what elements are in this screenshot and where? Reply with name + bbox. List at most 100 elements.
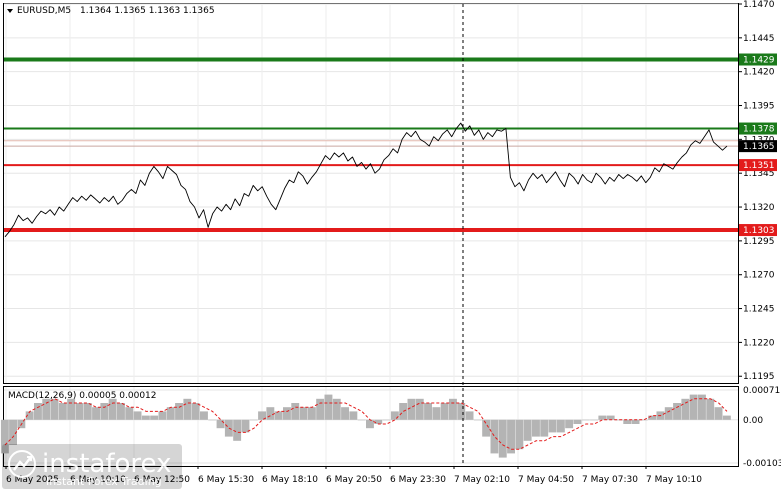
- macd-bar-9: [75, 403, 84, 420]
- macd-bar-60: [498, 419, 507, 458]
- symbol-label: EURUSD,M5: [17, 6, 71, 16]
- macd-bar-0: [0, 419, 9, 454]
- macd-tick-label-0: 0.00071: [743, 386, 780, 396]
- macd-bar-8: [67, 398, 76, 420]
- watermark-logo: instaforex Instant Forex Trading: [2, 444, 182, 489]
- macd-bar-17: [141, 415, 150, 420]
- price-tick-label-8: 1.1270: [743, 271, 775, 281]
- macd-bar-13: [108, 398, 117, 420]
- macd-bar-1: [9, 419, 17, 445]
- macd-tick-label-1: 0.00: [743, 416, 763, 426]
- macd-bar-19: [158, 411, 167, 420]
- time-tick-label-4: 6 May 18:10: [262, 475, 318, 485]
- bid-ask-lines: [4, 140, 738, 147]
- macd-bar-87: [722, 415, 731, 420]
- macd-bar-73: [606, 415, 615, 420]
- main-plot-frame: [3, 3, 739, 384]
- macd-bar-44: [366, 419, 374, 429]
- macd-bar-28: [233, 419, 242, 441]
- price-line: [4, 122, 728, 238]
- level-tag-1.1303: 1.1303: [743, 226, 775, 236]
- macd-bar-48: [399, 403, 408, 420]
- time-tick-label-5: 6 May 20:50: [326, 475, 382, 485]
- macd-bar-41: [341, 407, 349, 420]
- price-tick-label-9: 1.1245: [743, 305, 775, 315]
- macd-bar-77: [639, 419, 648, 421]
- price-tick-label-11: 1.1195: [743, 372, 775, 382]
- macd-bar-39: [324, 394, 333, 420]
- macd-bar-47: [390, 411, 399, 420]
- macd-bar-61: [507, 419, 515, 454]
- macd-bar-71: [590, 419, 598, 421]
- macd-bar-51: [424, 403, 432, 420]
- macd-bar-10: [83, 403, 92, 420]
- macd-bar-42: [349, 411, 358, 420]
- macd-bar-56: [465, 411, 474, 420]
- price-tick-label-6: 1.1320: [743, 203, 775, 213]
- macd-bar-78: [648, 415, 657, 420]
- current-price-tag: 1.1365: [743, 142, 775, 152]
- macd-bar-69: [573, 419, 582, 424]
- macd-bar-29: [241, 419, 250, 433]
- macd-title: MACD(12,26,9) 0.00005 0.00012: [8, 391, 157, 401]
- macd-bar-5: [42, 398, 51, 420]
- macd-bar-58: [482, 419, 491, 437]
- price-series: [4, 122, 728, 238]
- time-tick-label-8: 7 May 04:50: [518, 475, 574, 485]
- macd-bar-49: [407, 398, 416, 420]
- dropdown-triangle-icon[interactable]: [7, 9, 13, 13]
- macd-bar-53: [440, 403, 449, 420]
- macd-bar-67: [556, 419, 565, 433]
- macd-bar-86: [714, 407, 723, 420]
- watermark-brand: instaforex: [42, 449, 171, 479]
- macd-bar-85: [706, 398, 715, 420]
- level-tag-bg-1.1351: [739, 159, 777, 172]
- macd-bar-72: [598, 415, 607, 420]
- macd-bar-18: [150, 415, 159, 420]
- macd-bar-74: [615, 419, 623, 421]
- macd-signal: [4, 398, 728, 450]
- price-tick-label-0: 1.1470: [743, 0, 775, 10]
- macd-histogram: [0, 394, 731, 458]
- macd-axis: 0.00071 0.00 -0.00103: [743, 386, 781, 469]
- level-tag-1.1429: 1.1429: [743, 55, 775, 65]
- macd-bar-55: [457, 403, 466, 420]
- macd-bar-26: [216, 419, 225, 429]
- price-tick-label-5: 1.1345: [743, 169, 775, 179]
- chart-header: EURUSD,M5 1.1364 1.1365 1.1363 1.1365: [7, 6, 215, 16]
- macd-tick-label-2: -0.00103: [743, 459, 781, 469]
- level-tag-1.1351: 1.1351: [743, 161, 775, 171]
- macd-bar-30: [249, 419, 258, 421]
- price-tick-label-7: 1.1295: [743, 237, 775, 247]
- macd-bar-16: [133, 411, 142, 420]
- macd-bar-32: [266, 407, 275, 420]
- macd-bar-3: [25, 411, 34, 420]
- level-tag-bg-1.1303: [739, 224, 777, 237]
- macd-bar-33: [274, 411, 283, 420]
- level-tag-1.1378: 1.1378: [743, 125, 775, 135]
- ohlc-values: 1.1364 1.1365 1.1363 1.1365: [80, 6, 215, 16]
- time-tick-label-10: 7 May 10:10: [646, 475, 702, 485]
- macd-bar-11: [92, 407, 100, 420]
- macd-bar-23: [191, 403, 200, 420]
- macd-bar-70: [581, 419, 590, 421]
- macd-bar-59: [490, 419, 499, 454]
- macd-bar-63: [523, 419, 532, 441]
- macd-bar-46: [382, 419, 391, 421]
- macd-bar-66: [548, 419, 557, 433]
- watermark-tagline: Instant Forex Trading: [46, 475, 162, 488]
- macd-bar-37: [307, 407, 316, 420]
- macd-bar-24: [200, 411, 208, 420]
- macd-bar-34: [283, 407, 291, 420]
- macd-signal-line: [4, 398, 728, 450]
- macd-bar-50: [415, 398, 424, 420]
- macd-bar-68: [565, 419, 574, 429]
- macd-bar-62: [515, 419, 524, 450]
- macd-bar-52: [432, 407, 441, 420]
- macd-bar-15: [125, 407, 134, 420]
- price-tick-label-10: 1.1220: [743, 338, 775, 348]
- time-tick-label-1: 6 May 10:10: [70, 475, 126, 485]
- macd-bar-81: [673, 403, 681, 420]
- macd-bar-38: [316, 398, 325, 420]
